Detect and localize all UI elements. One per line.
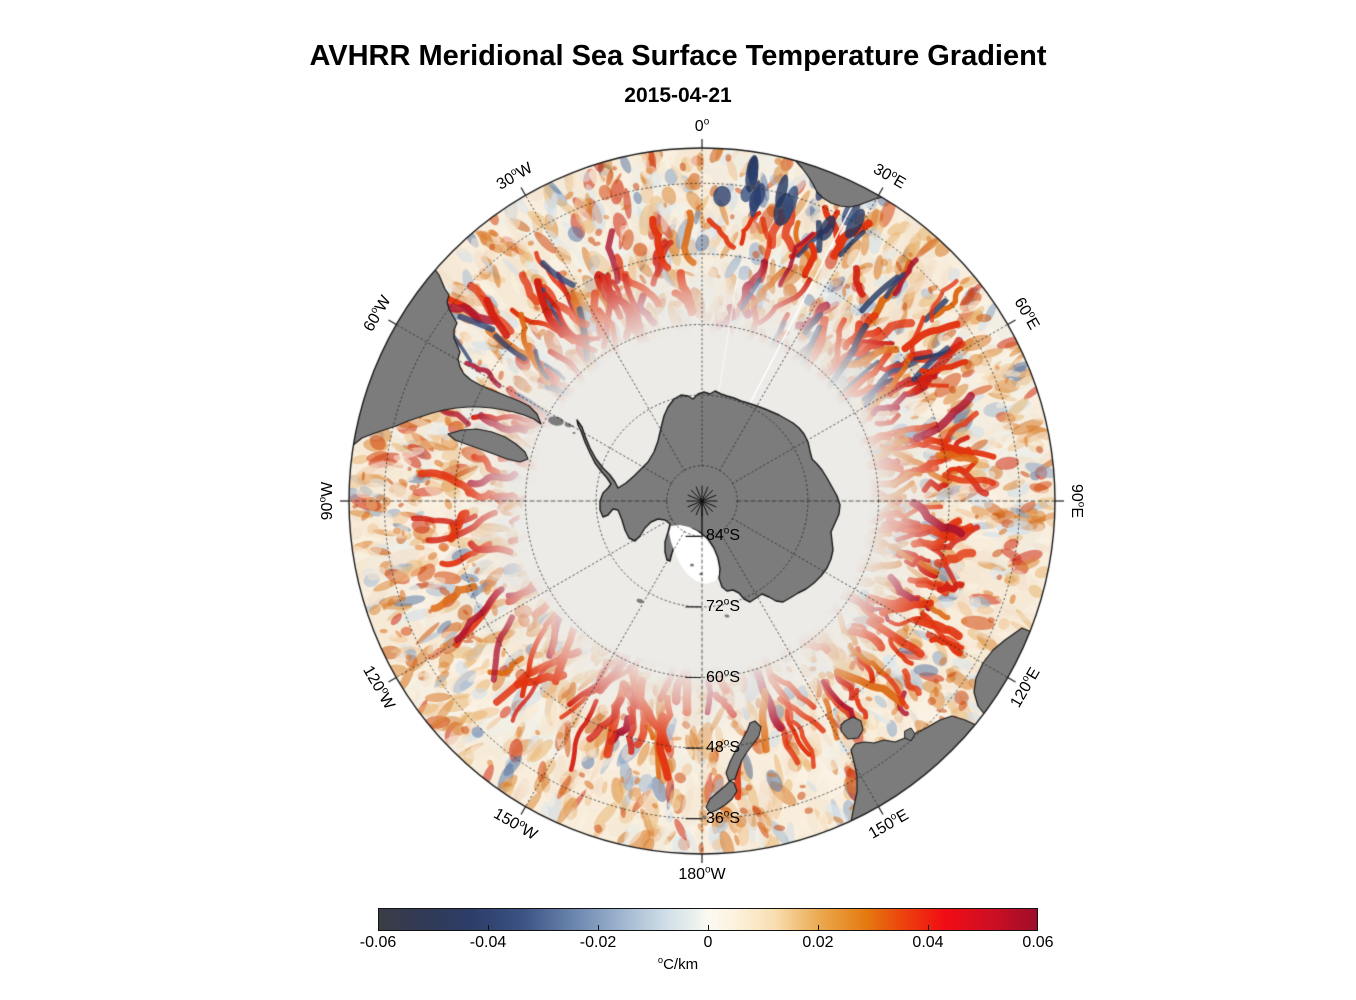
colorbar-tick-0.06: 0.06 [1022, 934, 1054, 951]
colorbar-gradient [378, 908, 1038, 931]
lon-label-90W: 90oW [317, 481, 336, 521]
colorbar-tick--0.02: -0.02 [579, 934, 617, 951]
colorbar-notch [928, 925, 929, 930]
degree-symbol: o [657, 955, 664, 965]
figure-date: 2015-04-21 [624, 84, 732, 107]
colorbar-notch [598, 925, 599, 930]
colorbar-notch [818, 925, 819, 930]
lon-label-90E: 90oE [1068, 484, 1087, 518]
colorbar-tick--0.06: -0.06 [359, 934, 397, 951]
lat-label-60S: 60oS [706, 667, 740, 686]
lat-label-72S: 72oS [706, 596, 740, 615]
lon-label-0: 0o [694, 116, 710, 135]
lat-label-48S: 48oS [706, 737, 740, 757]
colorbar-tick--0.04: -0.04 [469, 934, 507, 951]
colorbar-tick-0: 0 [703, 934, 713, 951]
colorbar-tick-0.04: 0.04 [912, 934, 944, 951]
unit-text: C/km [663, 956, 699, 973]
colorbar-notch [708, 925, 709, 930]
lon-label-180W: 180oW [678, 864, 726, 883]
lat-label-36S: 36oS [706, 808, 740, 827]
lat-label-84S: 84oS [706, 525, 740, 545]
figure-title: AVHRR Meridional Sea Surface Temperature… [309, 40, 1047, 72]
colorbar-notch [488, 925, 489, 930]
colorbar-tick-0.02: 0.02 [802, 934, 834, 951]
colorbar-unit-label: oC/km [0, 955, 1356, 973]
